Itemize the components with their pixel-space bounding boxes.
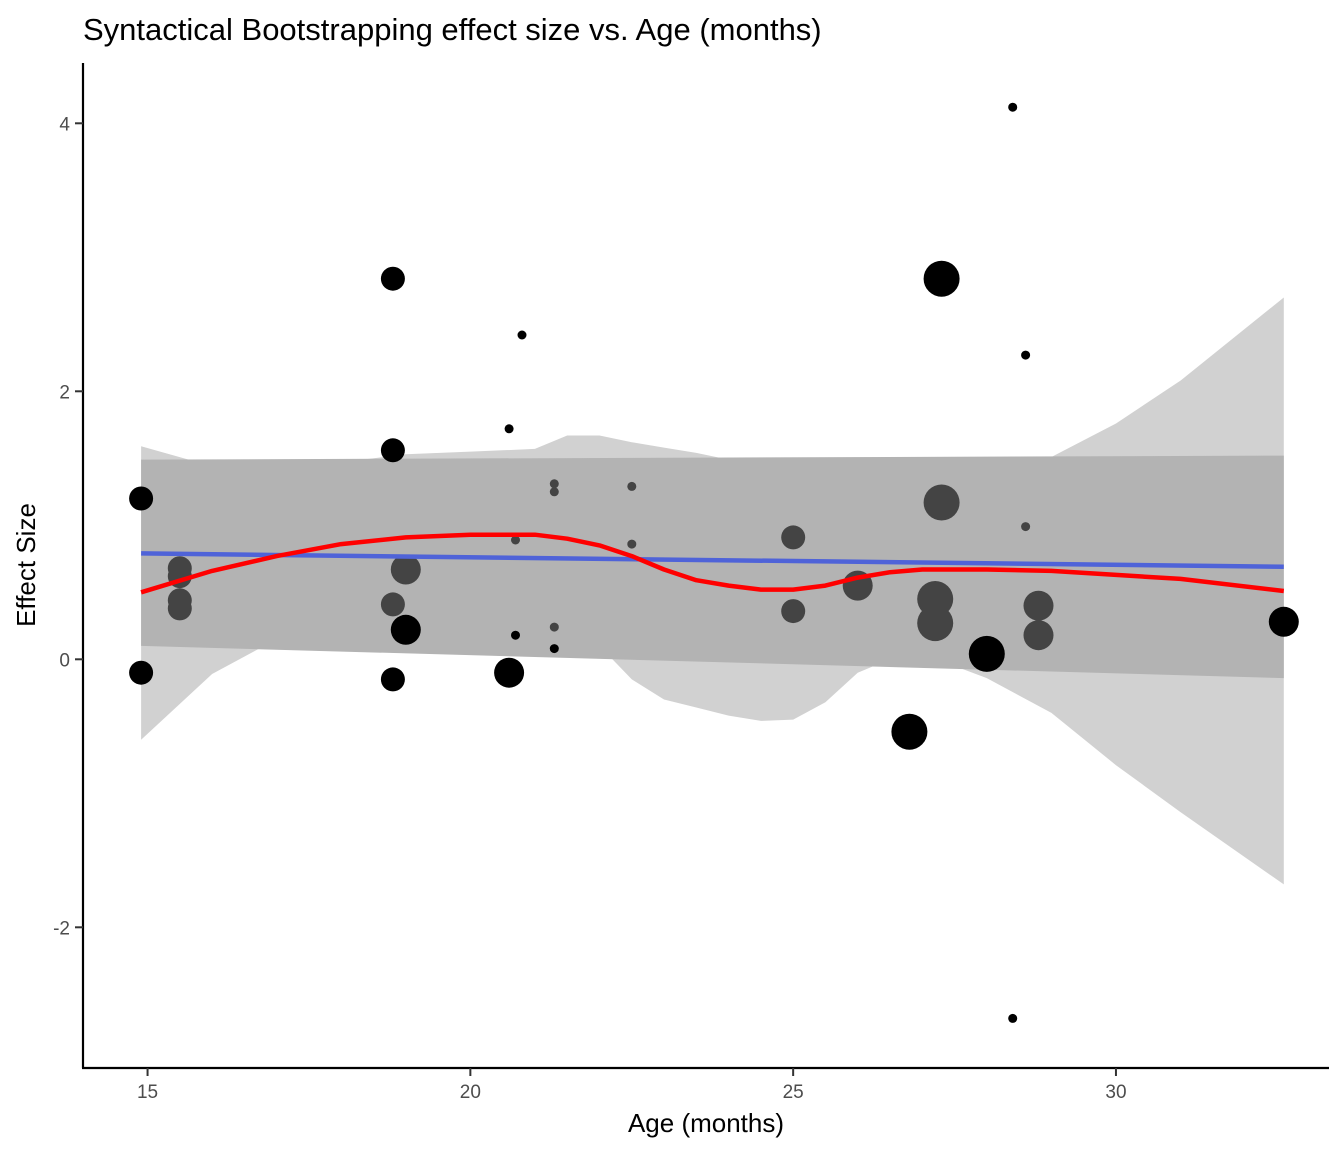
data-point bbox=[627, 539, 637, 549]
data-point bbox=[891, 713, 928, 750]
x-tick-label: 25 bbox=[783, 1082, 804, 1103]
points-layer bbox=[129, 102, 1299, 1023]
data-point bbox=[511, 535, 520, 545]
data-point bbox=[781, 525, 806, 550]
x-tick-label: 30 bbox=[1105, 1082, 1126, 1103]
data-point bbox=[504, 424, 514, 434]
data-point bbox=[1023, 620, 1054, 651]
linear-ribbon-layer bbox=[141, 455, 1284, 679]
data-point bbox=[549, 622, 559, 632]
data-point bbox=[1008, 102, 1018, 112]
y-axis-label: Effect Size bbox=[11, 503, 41, 627]
y-tick-label: 2 bbox=[59, 382, 70, 403]
chart-title: Syntactical Bootstrapping effect size vs… bbox=[83, 12, 822, 47]
data-point bbox=[167, 596, 192, 621]
data-point bbox=[1023, 590, 1054, 621]
data-point bbox=[923, 260, 960, 297]
data-point bbox=[380, 266, 405, 291]
data-point bbox=[380, 667, 405, 692]
data-point bbox=[1021, 522, 1031, 532]
data-point bbox=[1268, 606, 1299, 637]
linear-fit-line bbox=[141, 551, 1284, 570]
data-point bbox=[549, 644, 559, 654]
x-ticks-layer: 15 20 25 30 bbox=[137, 1068, 1127, 1103]
data-point bbox=[511, 630, 520, 640]
loess-fit-line bbox=[140, 532, 1285, 595]
data-point bbox=[968, 635, 1005, 672]
data-point bbox=[1008, 1013, 1018, 1023]
x-axis-label: Age (months) bbox=[628, 1108, 784, 1138]
data-point bbox=[781, 599, 806, 624]
x-tick-label: 15 bbox=[137, 1082, 158, 1103]
data-point bbox=[129, 486, 154, 511]
data-point bbox=[923, 484, 960, 521]
y-tick-label: 0 bbox=[59, 650, 70, 671]
linear-confidence-band bbox=[141, 455, 1284, 679]
y-tick-label: 4 bbox=[59, 114, 70, 135]
data-point bbox=[549, 487, 559, 497]
data-point bbox=[494, 657, 525, 688]
y-tick-label: -2 bbox=[53, 918, 70, 939]
data-point bbox=[380, 438, 405, 463]
data-point bbox=[917, 605, 954, 642]
y-ticks-layer: -2 0 2 4 bbox=[53, 114, 83, 939]
data-point bbox=[129, 660, 154, 685]
lines-layer bbox=[140, 532, 1285, 595]
data-point bbox=[627, 481, 637, 491]
data-point bbox=[380, 592, 405, 617]
data-point bbox=[549, 479, 559, 489]
data-point bbox=[1021, 350, 1031, 360]
data-point bbox=[390, 554, 421, 585]
x-tick-label: 20 bbox=[460, 1082, 481, 1103]
data-point bbox=[517, 330, 527, 340]
data-point bbox=[390, 614, 421, 645]
